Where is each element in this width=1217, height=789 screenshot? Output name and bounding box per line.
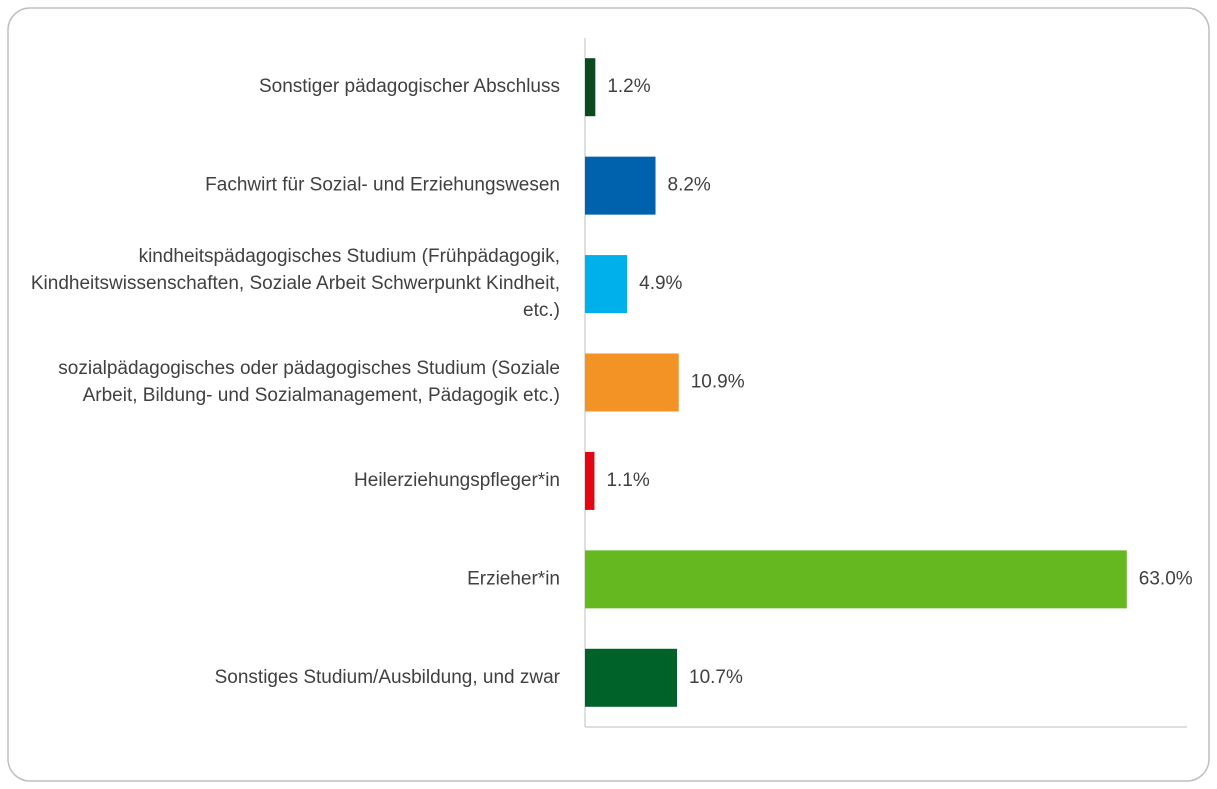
bar [585,255,628,314]
value-label: 10.7% [689,667,743,688]
category-label: Sonstiger pädagogischer Abschluss [259,76,560,97]
value-label: 1.2% [607,76,650,97]
bar [585,550,1127,609]
bar [585,156,656,215]
bar [585,58,596,117]
category-label: Erzieher*in [467,568,560,589]
bar [585,451,595,510]
value-label: 10.9% [691,372,745,393]
bar [585,648,678,707]
bar [585,353,679,412]
value-label: 63.0% [1139,568,1193,589]
category-label: Heilerziehungspfleger*in [354,470,560,491]
category-label: sozialpädagogisches oder pädagogisches S… [58,358,560,406]
category-label: Fachwirt für Sozial- und Erziehungswesen [205,175,560,196]
value-label: 8.2% [668,175,711,196]
category-label: Sonstiges Studium/Ausbildung, und zwar [215,667,561,688]
category-label: kindheitspädagogisches Studium (Frühpäda… [31,246,560,321]
value-label: 4.9% [639,273,682,294]
value-label: 1.1% [606,470,649,491]
